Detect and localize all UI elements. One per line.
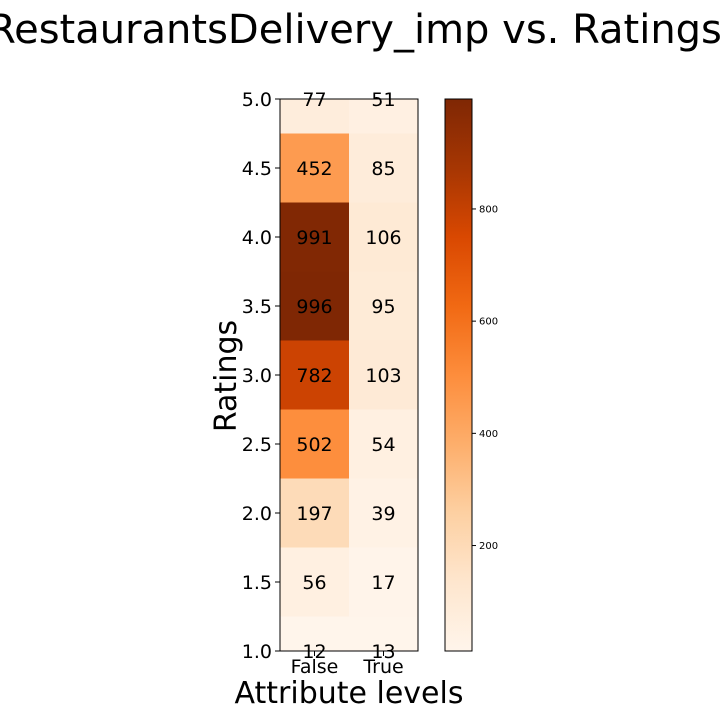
heatmap-cell bbox=[349, 202, 418, 272]
cell-value-labels: 77 51 452 85 991 106 996 95 782 103 502 54 197 39 56 17… bbox=[296, 89, 401, 663]
colorbar-tick-label: 600 bbox=[479, 317, 498, 328]
x-tick-label: True bbox=[362, 656, 403, 678]
cell-value-label: 85 bbox=[371, 158, 395, 180]
heatmap-cell bbox=[280, 340, 349, 410]
heatmap-cell bbox=[280, 547, 349, 617]
cell-value-label: 103 bbox=[365, 365, 401, 387]
cell-value-label: 56 bbox=[302, 572, 326, 594]
heatmap-cell bbox=[349, 99, 418, 134]
colorbar-ticks: 200 400 600 800 bbox=[472, 204, 498, 552]
y-tick-label: 5.0 bbox=[242, 89, 272, 111]
heatmap-cell bbox=[280, 133, 349, 203]
heatmap-cell bbox=[349, 547, 418, 617]
colorbar bbox=[444, 98, 473, 652]
y-tick-label: 2.0 bbox=[242, 503, 272, 525]
heatmap-cell bbox=[349, 478, 418, 548]
colorbar-tick-label: 400 bbox=[479, 429, 498, 440]
heatmap-cell bbox=[349, 271, 418, 341]
x-tick-label: False bbox=[291, 656, 339, 678]
y-tick-label: 4.0 bbox=[242, 227, 272, 249]
cell-value-label: 95 bbox=[371, 296, 395, 318]
heatmap-cell bbox=[280, 271, 349, 341]
cell-value-label: 106 bbox=[365, 227, 401, 249]
heatmap-cell bbox=[280, 616, 349, 651]
cell-value-label: 54 bbox=[371, 434, 395, 456]
cell-value-label: 51 bbox=[371, 89, 395, 111]
heatmap-cell bbox=[280, 478, 349, 548]
heatmap-cells bbox=[280, 99, 418, 651]
y-tick-label: 2.5 bbox=[242, 434, 272, 456]
y-tick-label: 4.5 bbox=[242, 158, 272, 180]
heatmap-cell bbox=[349, 616, 418, 651]
y-tick-label: 3.0 bbox=[242, 365, 272, 387]
x-axis-label: Attribute levels bbox=[235, 676, 464, 711]
y-tick-label: 1.5 bbox=[242, 572, 272, 594]
y-tick-label: 1.0 bbox=[242, 641, 272, 663]
cell-value-label: 197 bbox=[296, 503, 332, 525]
heatmap-cell bbox=[349, 340, 418, 410]
heatmap-cell bbox=[349, 133, 418, 203]
colorbar-tick-label: 200 bbox=[479, 541, 498, 552]
heatmap-cell bbox=[280, 202, 349, 272]
cell-value-label: 39 bbox=[371, 503, 395, 525]
colorbar-tick-label: 800 bbox=[479, 204, 498, 215]
chart-title: RestaurantsDelivery_imp vs. Ratings bbox=[0, 7, 720, 53]
cell-value-label: 782 bbox=[296, 365, 332, 387]
x-axis-ticks: False True bbox=[291, 651, 404, 678]
heatmap-cell bbox=[349, 409, 418, 479]
cell-value-label: 996 bbox=[296, 296, 332, 318]
y-tick-label: 3.5 bbox=[242, 296, 272, 318]
cell-value-label: 452 bbox=[296, 158, 332, 180]
cell-value-label: 17 bbox=[371, 572, 395, 594]
cell-value-label: 991 bbox=[296, 227, 332, 249]
y-axis-ticks: 5.0 4.5 4.0 3.5 3.0 2.5 2.0 1.5 1.0 bbox=[242, 89, 280, 663]
heatmap-cell bbox=[280, 99, 349, 134]
heatmap-cell bbox=[280, 409, 349, 479]
y-axis-label: Ratings bbox=[209, 320, 244, 432]
cell-value-label: 77 bbox=[302, 89, 326, 111]
cell-value-label: 502 bbox=[296, 434, 332, 456]
